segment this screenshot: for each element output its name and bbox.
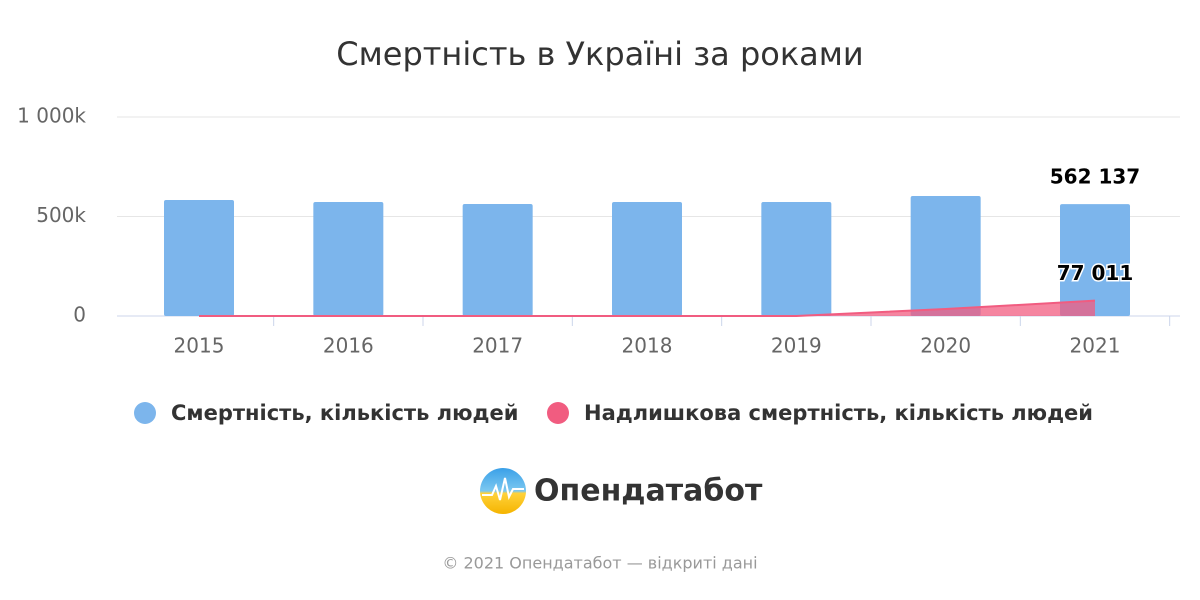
bar [462, 203, 533, 316]
y-tick-label: 500k [36, 203, 86, 227]
x-tick-label: 2016 [323, 334, 374, 358]
logo: Опендатабот [480, 468, 763, 514]
x-tick-label: 2017 [472, 334, 523, 358]
bar [313, 201, 384, 316]
x-tick-label: 2021 [1070, 334, 1121, 358]
x-tick-label: 2020 [920, 334, 971, 358]
plot: 0 500k 1 000k 2015 2016 2017 2018 2019 2020 2021 5… [17, 104, 1180, 425]
logo-text: Опендатабот [534, 474, 763, 509]
footer: © 2021 Опендатабот — відкриті дані [442, 554, 757, 573]
logo-pulse [482, 477, 524, 501]
legend-marker [547, 402, 569, 424]
line [199, 299, 1096, 317]
legend-label: Надлишкова смертність, кількість людей [584, 401, 1093, 425]
area [199, 300, 1095, 316]
y-tick-label: 0 [73, 303, 86, 327]
bar [1060, 204, 1130, 316]
data-label: 77 011 [1057, 261, 1134, 285]
bar [761, 201, 832, 316]
chart-title: Смертність в Україні за роками [336, 35, 863, 73]
y-tick-label: 1 000k [17, 104, 86, 128]
bar [164, 199, 234, 316]
x-tick-label: 2018 [622, 334, 673, 358]
legend-marker [134, 402, 156, 424]
bar [612, 201, 682, 316]
bar [910, 196, 981, 316]
x-tick-label: 2015 [174, 334, 225, 358]
data-label: 562 137 [1050, 165, 1140, 189]
legend-label: Смертність, кількість людей [171, 401, 518, 425]
x-tick-label: 2019 [771, 334, 822, 358]
